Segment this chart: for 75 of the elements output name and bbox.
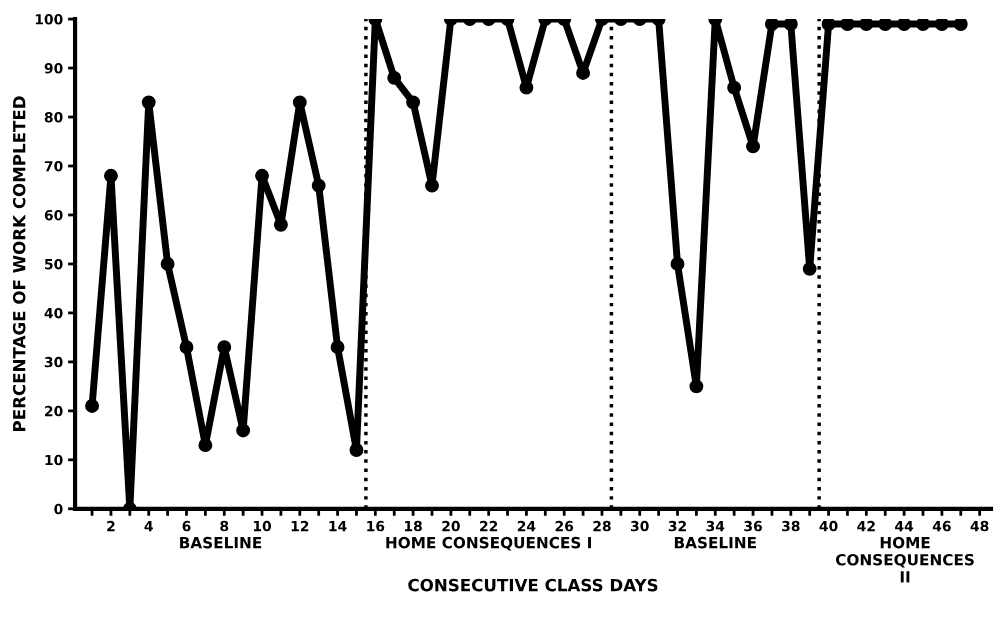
point: [934, 19, 949, 31]
point: [953, 19, 968, 31]
x-tick-label: 4: [144, 521, 153, 532]
x-axis-title: CONSECUTIVE CLASS DAYS: [408, 578, 658, 592]
point: [406, 95, 421, 110]
point: [878, 19, 893, 31]
x-tick-label: 2: [107, 520, 115, 532]
point: [821, 19, 836, 31]
x-tick-label: 48: [970, 520, 989, 532]
x-tick-label: 20: [442, 520, 460, 532]
point: [425, 178, 439, 193]
point: [236, 423, 251, 438]
point: [179, 340, 194, 355]
y-tick-label: 90: [44, 63, 63, 74]
x-tick-label: 28: [593, 520, 611, 532]
point: [727, 80, 742, 95]
y-tick-label: 40: [44, 307, 63, 319]
point: [519, 80, 534, 95]
y-tick-label: 70: [44, 160, 63, 172]
x-tick-label: 30: [631, 520, 649, 532]
point: [783, 19, 798, 31]
x-tick-label: 10: [253, 520, 272, 532]
point: [255, 168, 269, 183]
point: [897, 19, 912, 31]
x-tick-label: 22: [480, 520, 498, 532]
x-tick-label: 24: [517, 520, 536, 532]
y-tick-label: 50: [45, 258, 63, 270]
point: [311, 178, 326, 193]
x-tick-label: 38: [782, 520, 800, 532]
point: [689, 379, 704, 394]
point: [764, 19, 779, 31]
point: [198, 438, 213, 453]
x-tick-label: 36: [744, 520, 762, 532]
point: [746, 139, 760, 154]
point: [85, 399, 100, 413]
point: [292, 95, 307, 110]
y-tick-label: 100: [35, 14, 63, 25]
point: [576, 66, 591, 80]
point: [217, 340, 232, 355]
y-tick-label: 80: [44, 111, 63, 123]
text: BASELINE: [180, 536, 262, 549]
y-tick-label: 10: [45, 454, 63, 466]
x-tick-label: 6: [182, 520, 191, 532]
text: BASELINE: [674, 536, 756, 549]
x-tick-label: 18: [405, 520, 422, 532]
point: [160, 256, 175, 271]
x-tick-label: 46: [932, 520, 951, 532]
point: [840, 19, 855, 31]
point: [349, 443, 364, 457]
x-tick-label: 8: [220, 520, 229, 532]
point: [916, 19, 930, 31]
y-tick-label: 20: [45, 405, 63, 417]
point: [802, 261, 817, 276]
x-tick-label: 14: [329, 521, 347, 532]
y-tick-label: 0: [54, 503, 63, 515]
point: [104, 168, 118, 183]
y-tick-label: 30: [44, 356, 63, 368]
text: HOME CONSEQUENCES I: [386, 536, 591, 551]
y-tick-label: 60: [44, 209, 63, 221]
point: [670, 256, 685, 271]
x-tick-label: 34: [706, 520, 725, 532]
x-tick-label: 32: [668, 520, 686, 532]
x-tick-label: 16: [367, 520, 385, 532]
x-tick-label: 26: [555, 520, 574, 532]
x-tick-label: 44: [895, 521, 914, 532]
x-tick-label: 42: [857, 520, 875, 532]
point: [141, 95, 156, 110]
text: HOME CONSEQUENCES II: [835, 536, 974, 583]
point: [859, 19, 874, 31]
point: [330, 340, 345, 355]
y-axis-title: PERCENTAGE OF WORK COMPLETED: [12, 96, 26, 431]
point: [273, 217, 288, 232]
point: [387, 70, 402, 85]
x-tick-label: 12: [291, 520, 309, 532]
x-tick-label: 40: [819, 520, 838, 532]
